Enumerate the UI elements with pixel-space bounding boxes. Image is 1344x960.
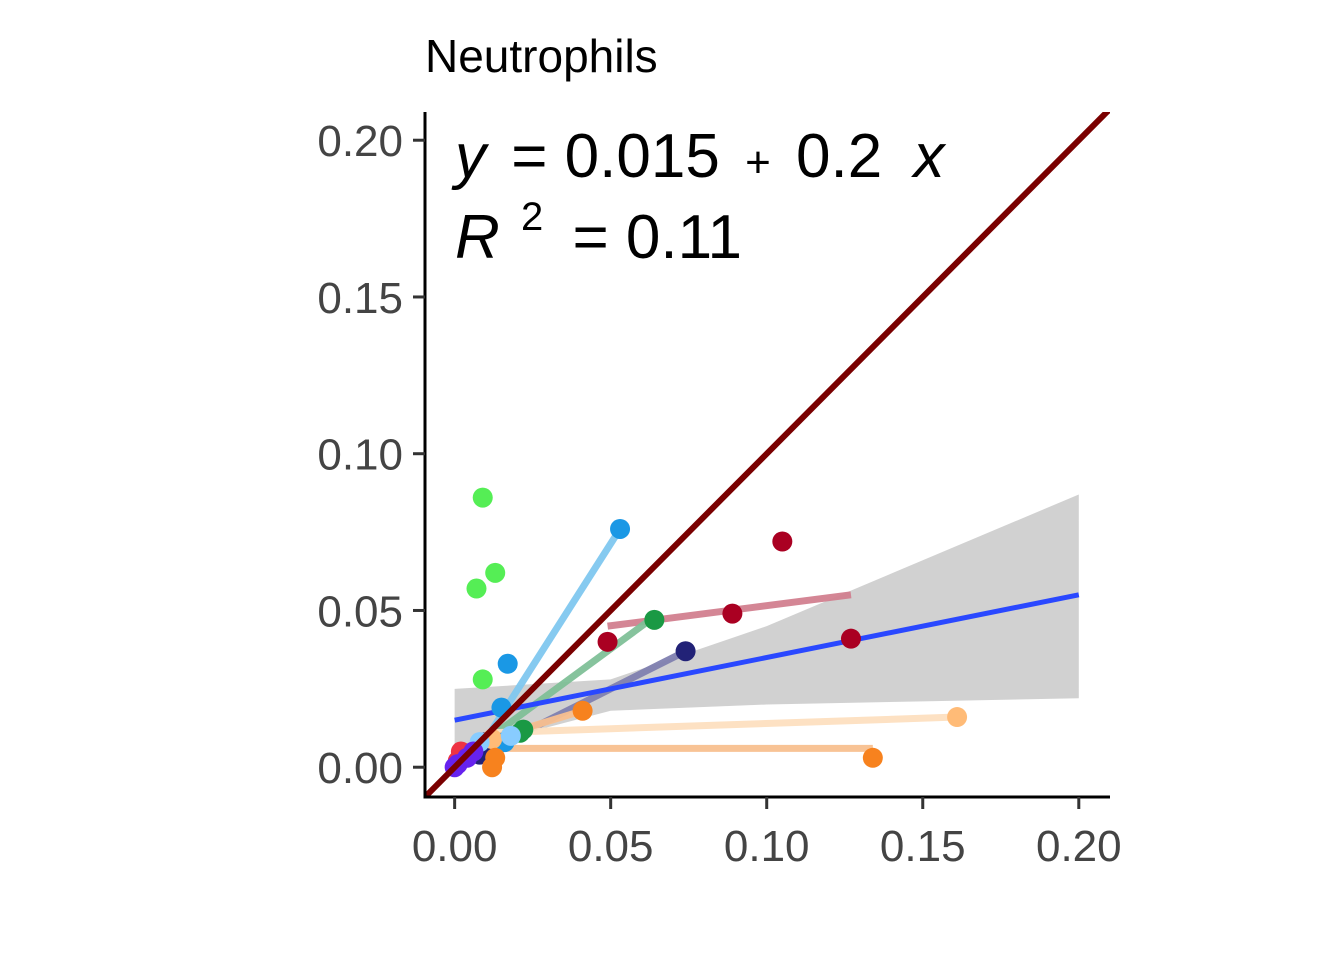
eq-intercept: = 0.015 [511,122,720,191]
x-tick-label: 0.05 [568,822,654,871]
svg-text:R 2 = 0.11: R 2 = 0.11 [455,175,742,272]
x-axis-ticks: 0.00 0.05 0.10 0.15 0.20 [412,797,1122,871]
data-point-s7-1 [862,747,883,768]
eq-plus: + [745,138,771,187]
r2-superscript: 2 [521,195,543,239]
eq-coefficient: 0.2 [796,122,882,191]
x-tick-label: 0.00 [412,822,498,871]
data-point-s1-3 [772,531,793,552]
data-point-s1-2 [722,603,743,624]
r2-r-symbol: R [455,203,500,272]
y-tick-label: 0.10 [317,431,403,480]
group-line-5 [491,713,958,737]
chart-title: Neutrophils [425,30,658,82]
data-point-s2-1 [472,487,493,508]
data-point-s2-4 [472,669,493,690]
y-tick-label: 0.05 [317,587,403,636]
eq-y-symbol: y [451,122,490,191]
regression-line [454,592,1080,723]
data-point-s2-3 [485,562,506,583]
svg-text:y = 0.015 +: y = 0.015 + 0.2 x [451,122,946,191]
data-point-s7-2 [572,700,593,721]
y-tick-label: 0.00 [317,744,403,793]
data-point-s2-2 [466,578,487,599]
x-tick-label: 0.20 [1036,822,1122,871]
group-line-3 [490,613,657,739]
r2-value: = 0.11 [573,203,743,272]
confidence-band-area [454,494,1079,752]
data-point-s8-1 [500,725,521,746]
group-line-2 [489,527,623,732]
eq-x-symbol: x [910,122,946,191]
data-point-s6-1 [947,707,968,728]
equation-annotation: y = 0.015 + 0.2 x R 2 = 0.11 [451,122,946,272]
y-axis-ticks: 0.00 0.05 0.10 0.15 0.20 [317,117,425,793]
data-point-s3-1 [610,518,631,539]
data-point-s3-2 [497,653,518,674]
identity-line-layer [425,112,1110,797]
data-point-s5-1 [675,641,696,662]
y-tick-label: 0.15 [317,274,403,323]
identity-line [425,112,1110,797]
x-tick-label: 0.15 [880,822,966,871]
plot-area [425,112,1110,797]
data-point-s4-1 [644,609,665,630]
y-tick-label: 0.20 [317,117,403,166]
x-tick-label: 0.10 [724,822,810,871]
data-point-s7-4 [485,747,506,768]
data-point-s1-1 [597,631,618,652]
data-points [444,487,968,778]
confidence-band [454,494,1079,752]
regression-line-layer [454,592,1080,723]
data-point-s1-4 [840,628,861,649]
